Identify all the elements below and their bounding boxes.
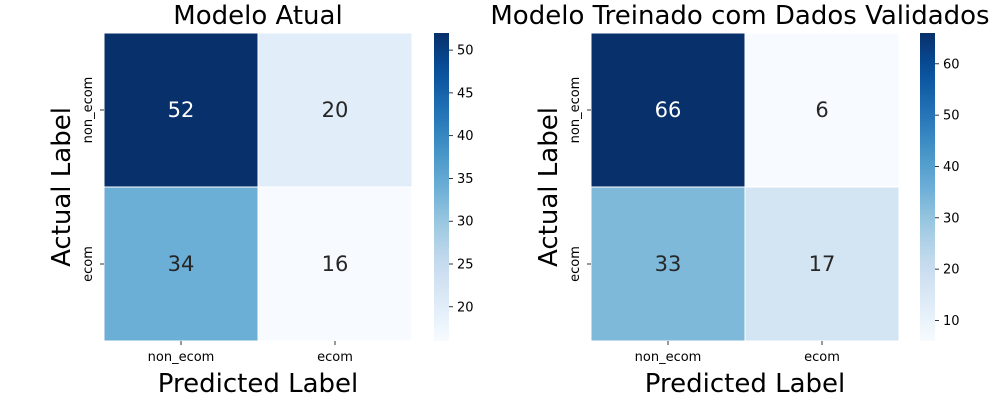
colorbar-tick-label: 20 [457, 300, 474, 315]
colorbar-tick-label: 30 [943, 211, 960, 226]
colorbar-tick-label: 50 [943, 109, 960, 124]
colorbar-tick-label: 30 [457, 215, 474, 230]
cell-value-label: 33 [655, 252, 682, 276]
heatmap-cell [257, 186, 413, 342]
heatmap-cell [590, 186, 746, 342]
y-axis-label: Actual Label [47, 107, 77, 267]
heatmap-cell [257, 32, 413, 188]
y-axis-label: Actual Label [534, 107, 564, 267]
colorbar-tick-label: 25 [457, 258, 474, 273]
cell-value-label: 17 [809, 252, 836, 276]
heatmap-cell [744, 186, 900, 342]
chart-title: Modelo Treinado com Dados Validados [490, 1, 989, 31]
colorbar-tick-label: 10 [943, 314, 960, 329]
x-tick-label: non_ecom [635, 350, 702, 365]
cell-value-label: 66 [655, 98, 682, 122]
colorbar-tick-label: 45 [457, 86, 474, 101]
colorbar-tick-label: 35 [457, 172, 474, 187]
y-tick-label: non_ecom [81, 77, 96, 144]
x-axis-label: Predicted Label [645, 369, 845, 399]
cell-value-label: 52 [168, 98, 195, 122]
heatmap-cell [744, 32, 900, 188]
y-tick-label: non_ecom [568, 77, 583, 144]
colorbar-tick-label: 20 [943, 263, 960, 278]
cell-value-label: 6 [815, 98, 828, 122]
colorbar [434, 33, 449, 341]
y-tick-label: ecom [568, 246, 583, 282]
x-axis-label: Predicted Label [158, 369, 358, 399]
colorbar [920, 33, 935, 341]
x-tick-label: ecom [317, 350, 353, 365]
heatmap-cell [103, 32, 259, 188]
cell-value-label: 16 [322, 252, 349, 276]
colorbar-tick-label: 60 [943, 57, 960, 72]
cell-value-label: 34 [168, 252, 195, 276]
y-tick-label: ecom [81, 246, 96, 282]
heatmap-cell [103, 186, 259, 342]
colorbar-tick-label: 50 [457, 44, 474, 59]
heatmap-cell [590, 32, 746, 188]
chart-title: Modelo Atual [173, 1, 342, 31]
colorbar-tick-label: 40 [457, 129, 474, 144]
x-tick-label: ecom [804, 350, 840, 365]
x-tick-label: non_ecom [148, 350, 215, 365]
cell-value-label: 20 [322, 98, 349, 122]
colorbar-tick-label: 40 [943, 160, 960, 175]
